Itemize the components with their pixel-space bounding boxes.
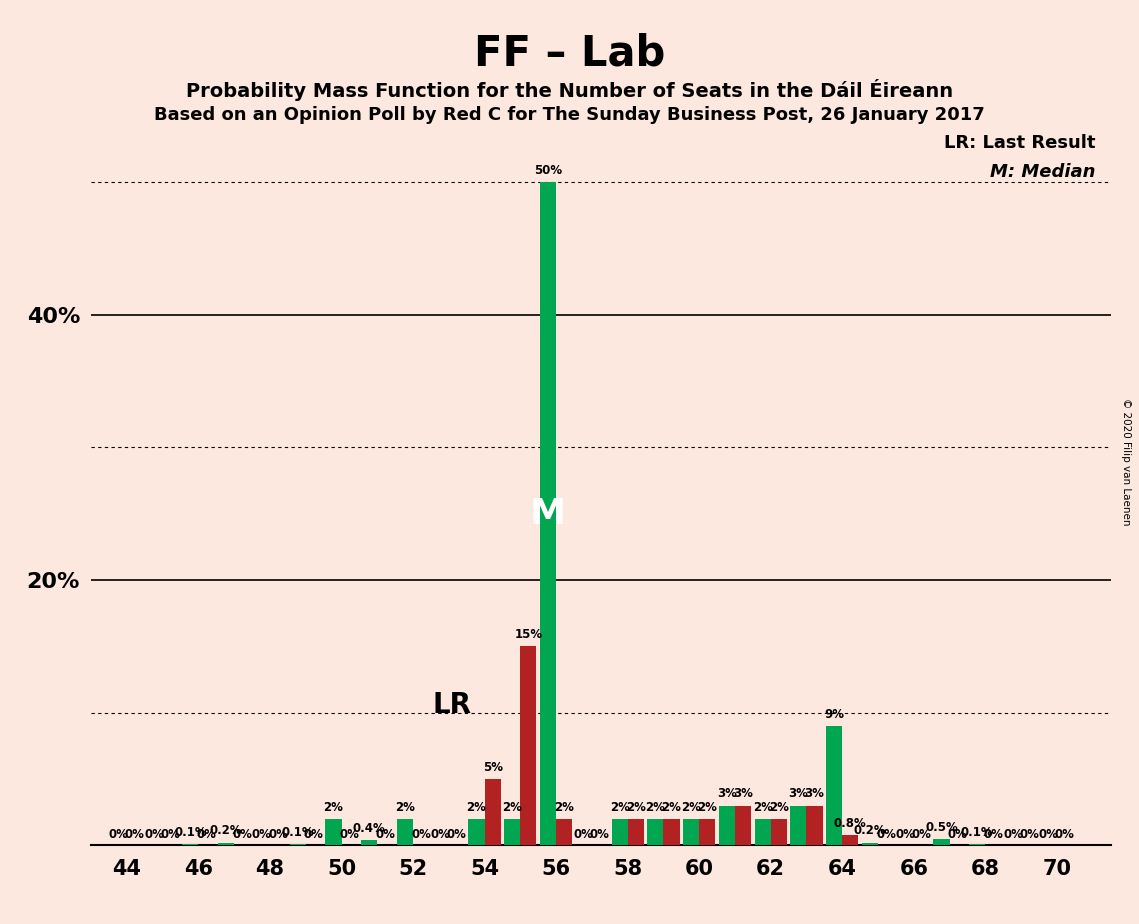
Bar (735, 806, 751, 845)
Bar (556, 819, 572, 845)
Text: 0.4%: 0.4% (353, 821, 386, 835)
Text: © 2020 Filip van Laenen: © 2020 Filip van Laenen (1121, 398, 1131, 526)
Text: 2%: 2% (395, 800, 415, 814)
Text: 3%: 3% (788, 787, 809, 800)
Text: 2%: 2% (467, 800, 486, 814)
Text: 2%: 2% (502, 800, 523, 814)
Text: 0%: 0% (1055, 829, 1075, 842)
Text: 0%: 0% (339, 829, 360, 842)
Text: Based on an Opinion Poll by Red C for The Sunday Business Post, 26 January 2017: Based on an Opinion Poll by Red C for Th… (154, 106, 985, 124)
Text: 2%: 2% (609, 800, 630, 814)
Text: 2%: 2% (323, 800, 343, 814)
Text: 0.8%: 0.8% (834, 817, 867, 830)
Text: 3%: 3% (804, 787, 825, 800)
Bar (683, 819, 699, 845)
Bar (612, 819, 628, 845)
Bar (484, 779, 501, 845)
Text: 0%: 0% (376, 829, 395, 842)
Text: LR: Last Result: LR: Last Result (944, 134, 1096, 152)
Bar (826, 726, 842, 845)
Text: 0.1%: 0.1% (174, 826, 206, 839)
Text: 15%: 15% (515, 628, 542, 641)
Text: 0.5%: 0.5% (925, 821, 958, 833)
Bar (862, 843, 878, 845)
Text: 2%: 2% (697, 800, 718, 814)
Text: 5%: 5% (483, 760, 502, 773)
Text: 3%: 3% (734, 787, 753, 800)
Text: 0.2%: 0.2% (853, 824, 886, 837)
Text: 0%: 0% (252, 829, 272, 842)
Bar (540, 182, 556, 845)
Text: 2%: 2% (681, 800, 702, 814)
Text: 2%: 2% (555, 800, 574, 814)
Text: 0%: 0% (125, 829, 145, 842)
Bar (663, 819, 680, 845)
Text: 0%: 0% (895, 829, 916, 842)
Bar (934, 839, 950, 845)
Bar (326, 819, 342, 845)
Text: M: Median: M: Median (990, 163, 1096, 181)
Bar (218, 843, 235, 845)
Text: 0%: 0% (912, 829, 932, 842)
Text: 0%: 0% (1039, 829, 1059, 842)
Text: Probability Mass Function for the Number of Seats in the Dáil Éireann: Probability Mass Function for the Number… (186, 79, 953, 101)
Text: 0%: 0% (948, 829, 967, 842)
Text: 0%: 0% (197, 829, 216, 842)
Text: 0%: 0% (304, 829, 323, 842)
Text: 0%: 0% (161, 829, 181, 842)
Text: 0.2%: 0.2% (210, 824, 243, 837)
Text: 2%: 2% (625, 800, 646, 814)
Text: 0%: 0% (876, 829, 896, 842)
Text: 0%: 0% (145, 829, 164, 842)
Text: 2%: 2% (646, 800, 665, 814)
Text: 9%: 9% (825, 708, 844, 721)
Bar (771, 819, 787, 845)
Text: 0%: 0% (983, 829, 1003, 842)
Bar (398, 819, 413, 845)
Text: 2%: 2% (769, 800, 788, 814)
Text: 0%: 0% (232, 829, 252, 842)
Bar (699, 819, 715, 845)
Text: 0%: 0% (590, 829, 609, 842)
Text: 0%: 0% (431, 829, 451, 842)
Text: 50%: 50% (534, 164, 563, 176)
Bar (361, 840, 377, 845)
Text: 0%: 0% (574, 829, 593, 842)
Bar (842, 835, 859, 845)
Text: FF – Lab: FF – Lab (474, 32, 665, 74)
Bar (628, 819, 644, 845)
Bar (755, 819, 771, 845)
Bar (647, 819, 663, 845)
Text: 0%: 0% (1003, 829, 1023, 842)
Bar (468, 819, 484, 845)
Bar (521, 647, 536, 845)
Text: 0%: 0% (1019, 829, 1039, 842)
Bar (790, 806, 806, 845)
Text: 2%: 2% (753, 800, 772, 814)
Text: LR: LR (433, 691, 472, 720)
Bar (505, 819, 521, 845)
Text: 0.1%: 0.1% (281, 826, 314, 839)
Text: 3%: 3% (716, 787, 737, 800)
Text: 0%: 0% (109, 829, 129, 842)
Bar (806, 806, 822, 845)
Bar (719, 806, 735, 845)
Text: M: M (530, 497, 566, 530)
Text: 0%: 0% (411, 829, 431, 842)
Text: 0%: 0% (268, 829, 288, 842)
Text: 0%: 0% (446, 829, 467, 842)
Text: 0.1%: 0.1% (961, 826, 993, 839)
Text: 2%: 2% (662, 800, 681, 814)
